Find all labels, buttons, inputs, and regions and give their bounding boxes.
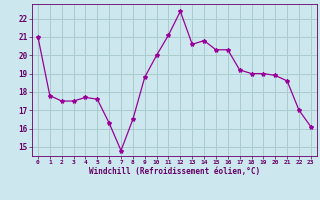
X-axis label: Windchill (Refroidissement éolien,°C): Windchill (Refroidissement éolien,°C) [89, 167, 260, 176]
